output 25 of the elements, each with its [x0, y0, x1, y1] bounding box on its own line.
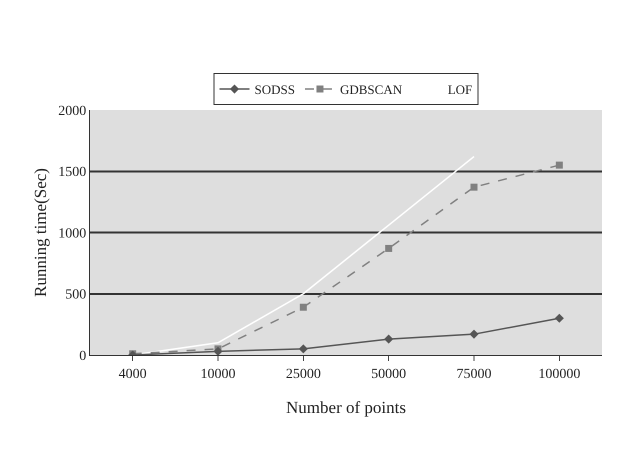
y-tick-label: 1000 [58, 226, 86, 242]
point [213, 346, 223, 355]
y-tick-label: 500 [65, 288, 86, 303]
x-axis-title: Number of points [286, 398, 406, 418]
y-tick-label: 1500 [58, 165, 86, 180]
y-tick-label: 0 [79, 348, 86, 364]
text: LOF [448, 82, 472, 98]
point [470, 184, 478, 191]
legend-label: SODSS [254, 82, 295, 98]
point [554, 314, 564, 323]
y-tick-label: 2000 [58, 104, 86, 119]
legend-label: GDBSCAN [340, 82, 403, 98]
x-tick-label: 10000 [200, 366, 236, 382]
point [385, 244, 392, 252]
x-tick-label: 25000 [286, 366, 321, 382]
x-tick-label: 4000 [118, 366, 147, 382]
point [300, 304, 307, 311]
y-axis-title: Running time(Sec) [31, 168, 50, 297]
x-tick-label: 75000 [456, 366, 492, 382]
x-tick-label: 100000 [538, 366, 580, 382]
point [469, 330, 479, 339]
point [298, 344, 308, 354]
point [556, 162, 563, 169]
point [384, 334, 394, 344]
x-tick-label: 50000 [371, 366, 406, 382]
